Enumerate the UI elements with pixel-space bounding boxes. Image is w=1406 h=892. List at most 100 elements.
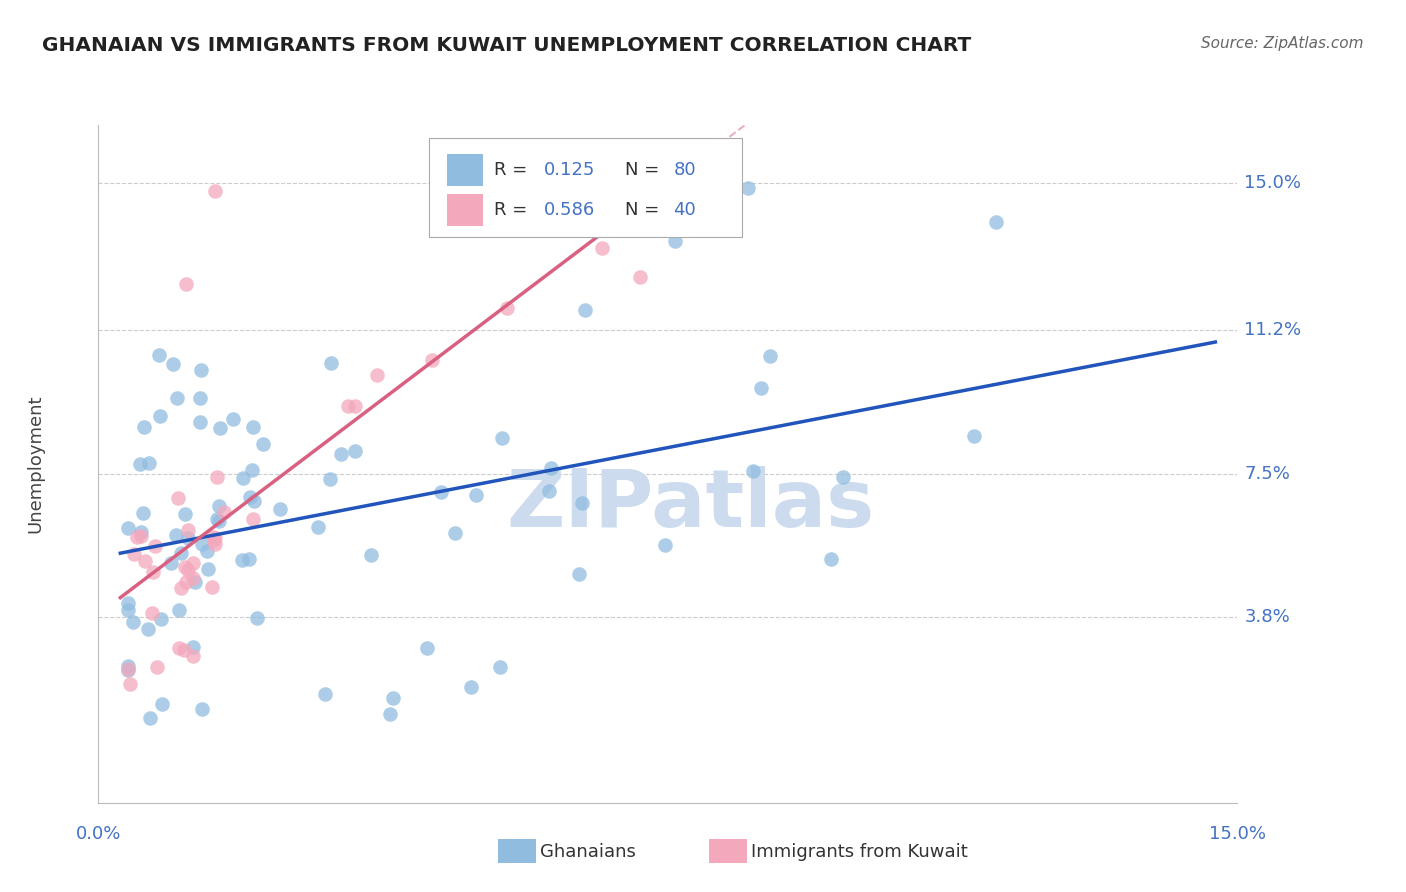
Text: 80: 80: [673, 161, 696, 179]
Point: [246, 611, 269, 625]
Point: [380, 706, 402, 721]
Point: [204, 184, 226, 198]
Point: [117, 663, 139, 677]
Point: [366, 368, 388, 382]
Point: [177, 523, 200, 537]
Point: [382, 690, 405, 705]
Point: [132, 419, 155, 434]
Point: [202, 533, 225, 548]
Point: [167, 640, 190, 655]
Point: [832, 470, 855, 484]
Point: [208, 515, 231, 529]
Point: [174, 574, 197, 589]
Point: [562, 184, 585, 198]
Point: [205, 470, 228, 484]
Point: [184, 574, 207, 589]
Point: [134, 554, 156, 568]
Point: [319, 472, 342, 486]
Point: [141, 606, 163, 620]
Point: [162, 358, 184, 372]
Point: [232, 471, 254, 485]
Point: [117, 602, 139, 616]
Point: [197, 562, 219, 576]
Point: [183, 571, 205, 585]
Text: 7.5%: 7.5%: [1244, 465, 1291, 483]
Point: [143, 539, 166, 553]
Point: [160, 556, 183, 570]
Point: [150, 612, 173, 626]
Point: [222, 412, 245, 426]
Point: [139, 711, 162, 725]
Point: [181, 640, 204, 654]
Text: Ghanaians: Ghanaians: [540, 843, 636, 861]
Point: [242, 512, 264, 526]
Point: [129, 457, 152, 471]
Text: 15.0%: 15.0%: [1209, 825, 1265, 843]
Point: [205, 511, 228, 525]
Text: GHANAIAN VS IMMIGRANTS FROM KUWAIT UNEMPLOYMENT CORRELATION CHART: GHANAIAN VS IMMIGRANTS FROM KUWAIT UNEMP…: [42, 36, 972, 54]
Point: [741, 464, 763, 478]
Point: [464, 488, 486, 502]
Point: [429, 485, 451, 500]
Point: [169, 603, 191, 617]
Text: N =: N =: [624, 201, 665, 219]
Text: 3.8%: 3.8%: [1244, 607, 1291, 626]
Point: [759, 349, 782, 363]
Text: 15.0%: 15.0%: [1244, 174, 1302, 192]
Point: [170, 581, 193, 595]
Point: [242, 420, 264, 434]
Point: [188, 415, 211, 429]
Text: N =: N =: [624, 161, 665, 179]
Point: [314, 687, 336, 701]
Point: [174, 277, 197, 291]
Point: [125, 531, 148, 545]
Point: [190, 702, 212, 716]
Point: [188, 391, 211, 405]
Point: [117, 659, 139, 673]
Point: [489, 660, 512, 674]
Point: [212, 505, 235, 519]
Point: [176, 563, 198, 577]
Point: [240, 463, 263, 477]
Point: [173, 643, 195, 657]
Point: [177, 531, 200, 545]
Point: [117, 521, 139, 535]
Point: [252, 436, 274, 450]
Point: [136, 622, 159, 636]
Point: [344, 400, 367, 414]
Point: [986, 215, 1008, 229]
Point: [963, 429, 986, 443]
Point: [129, 529, 152, 543]
Point: [422, 352, 444, 367]
Point: [330, 447, 353, 461]
Point: [142, 565, 165, 579]
Point: [231, 553, 253, 567]
Point: [568, 567, 591, 582]
Point: [654, 538, 676, 552]
Point: [191, 537, 214, 551]
Text: 40: 40: [673, 201, 696, 219]
Point: [146, 660, 169, 674]
Point: [202, 530, 225, 544]
Text: Immigrants from Kuwait: Immigrants from Kuwait: [751, 843, 967, 861]
Point: [150, 697, 173, 711]
Point: [239, 490, 262, 504]
Point: [737, 181, 759, 195]
Point: [540, 461, 562, 475]
Point: [131, 524, 153, 539]
Point: [319, 356, 342, 370]
Point: [181, 556, 204, 570]
Point: [628, 217, 651, 231]
Point: [121, 615, 143, 629]
Point: [238, 552, 260, 566]
Point: [117, 596, 139, 610]
Point: [749, 381, 772, 395]
Point: [628, 270, 651, 285]
Point: [820, 551, 842, 566]
Text: 0.586: 0.586: [544, 201, 595, 219]
Point: [208, 499, 231, 513]
FancyBboxPatch shape: [447, 154, 484, 186]
Point: [167, 491, 190, 506]
Point: [360, 548, 382, 562]
Point: [148, 348, 170, 362]
